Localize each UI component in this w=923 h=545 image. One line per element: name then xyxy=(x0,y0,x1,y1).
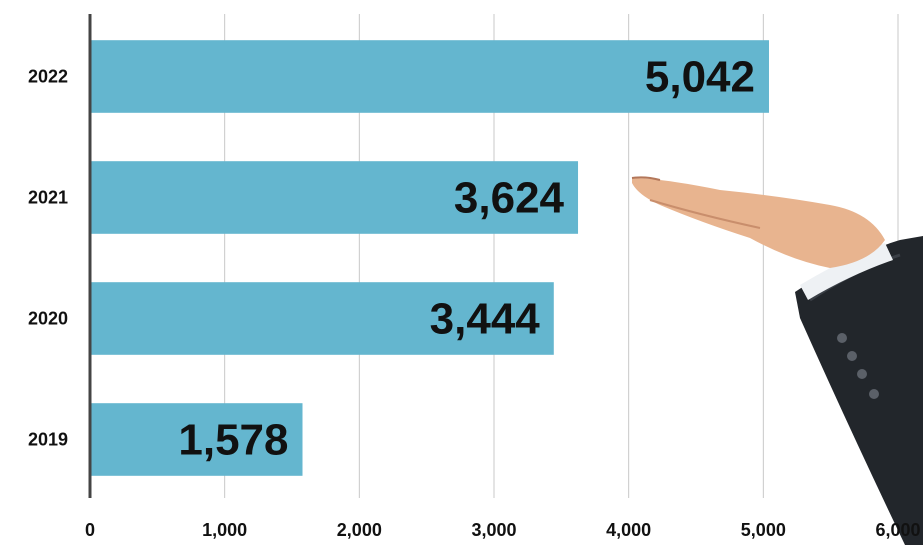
x-tick-label: 6,000 xyxy=(875,520,920,540)
category-label: 2021 xyxy=(28,188,68,208)
x-tick-label: 4,000 xyxy=(606,520,651,540)
data-label: 5,042 xyxy=(645,53,755,102)
x-tick-label: 1,000 xyxy=(202,520,247,540)
y-axis-categories: 2022 2021 2020 2019 xyxy=(28,67,68,450)
bar xyxy=(90,403,303,476)
x-tick-label: 2,000 xyxy=(337,520,382,540)
x-tick-label: 0 xyxy=(85,520,95,540)
bar xyxy=(90,282,554,355)
x-tick-label: 5,000 xyxy=(741,520,786,540)
x-axis-ticks: 0 1,000 2,000 3,000 4,000 5,000 6,000 xyxy=(85,520,921,540)
business-hand-icon xyxy=(631,176,923,545)
category-label: 2022 xyxy=(28,67,68,87)
bar xyxy=(90,161,579,234)
data-label: 1,578 xyxy=(178,416,288,465)
data-labels: 5,042 3,624 3,444 1,578 xyxy=(178,53,755,465)
data-label: 3,444 xyxy=(430,295,541,344)
x-tick-label: 3,000 xyxy=(471,520,516,540)
bars xyxy=(90,40,769,476)
category-label: 2020 xyxy=(28,309,68,329)
category-label: 2019 xyxy=(28,430,68,450)
data-label: 3,624 xyxy=(454,174,565,223)
bar xyxy=(90,40,769,113)
